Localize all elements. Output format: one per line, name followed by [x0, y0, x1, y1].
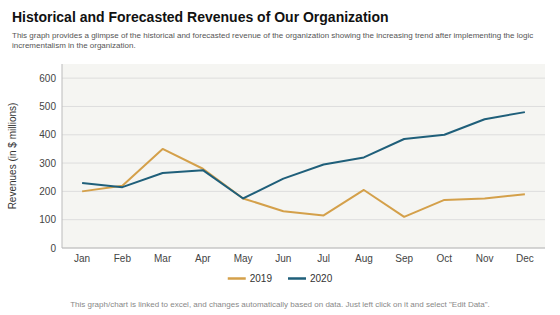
- legend-item: 2019: [228, 273, 273, 284]
- title: Historical and Forecasted Revenues of Ou…: [12, 9, 389, 25]
- x-tick-label: May: [234, 253, 253, 264]
- y-tick-label: 0: [50, 243, 56, 254]
- legend-item: 2020: [288, 273, 333, 284]
- grid-line: [62, 106, 545, 107]
- legend: 2019 2020: [228, 273, 333, 284]
- grid-line: [62, 191, 545, 192]
- x-axis-line: [62, 248, 545, 249]
- x-tick-label: Aug: [355, 253, 373, 264]
- footer: This graph/chart is linked to excel, and…: [70, 300, 490, 309]
- x-tick-label: Jan: [74, 253, 90, 264]
- legend-label: 2020: [310, 273, 333, 284]
- x-tick-label: Apr: [195, 253, 211, 264]
- x-tick-label: Dec: [516, 253, 534, 264]
- series-line: [82, 112, 525, 198]
- y-tick-label: 100: [39, 214, 56, 225]
- legend-label: 2019: [250, 273, 273, 284]
- grid-line: [62, 248, 545, 249]
- series-line: [82, 149, 525, 217]
- x-tick-label: Nov: [476, 253, 494, 264]
- series-group: [82, 112, 525, 217]
- chart: Historical and Forecasted Revenues of Ou…: [0, 0, 560, 315]
- legend-swatch: [288, 277, 306, 280]
- y-tick-label: 500: [39, 101, 56, 112]
- x-tick-label: Mar: [154, 253, 172, 264]
- y-axis-line: [62, 64, 63, 248]
- grid-line: [62, 163, 545, 164]
- x-tick-label: Oct: [437, 253, 453, 264]
- grid: [62, 78, 545, 248]
- y-tick-label: 600: [39, 73, 56, 84]
- plot-area: [62, 64, 545, 248]
- x-tick-label: Feb: [114, 253, 132, 264]
- subtitle: This graph provides a glimpse of the his…: [12, 31, 533, 50]
- y-axis-label: Revenues (in $ millions): [7, 103, 18, 210]
- x-tick-label: Jul: [317, 253, 330, 264]
- grid-line: [62, 219, 545, 220]
- x-tick-label: Sep: [395, 253, 413, 264]
- y-tick-label: 300: [39, 158, 56, 169]
- x-tick-label: Jun: [275, 253, 291, 264]
- grid-line: [62, 78, 545, 79]
- legend-swatch: [228, 277, 246, 280]
- subtitle-line: This graph provides a glimpse of the his…: [12, 31, 533, 40]
- y-tick-label: 200: [39, 186, 56, 197]
- grid-line: [62, 134, 545, 135]
- subtitle-line: incrementalism in the organization.: [12, 41, 136, 50]
- y-tick-label: 400: [39, 129, 56, 140]
